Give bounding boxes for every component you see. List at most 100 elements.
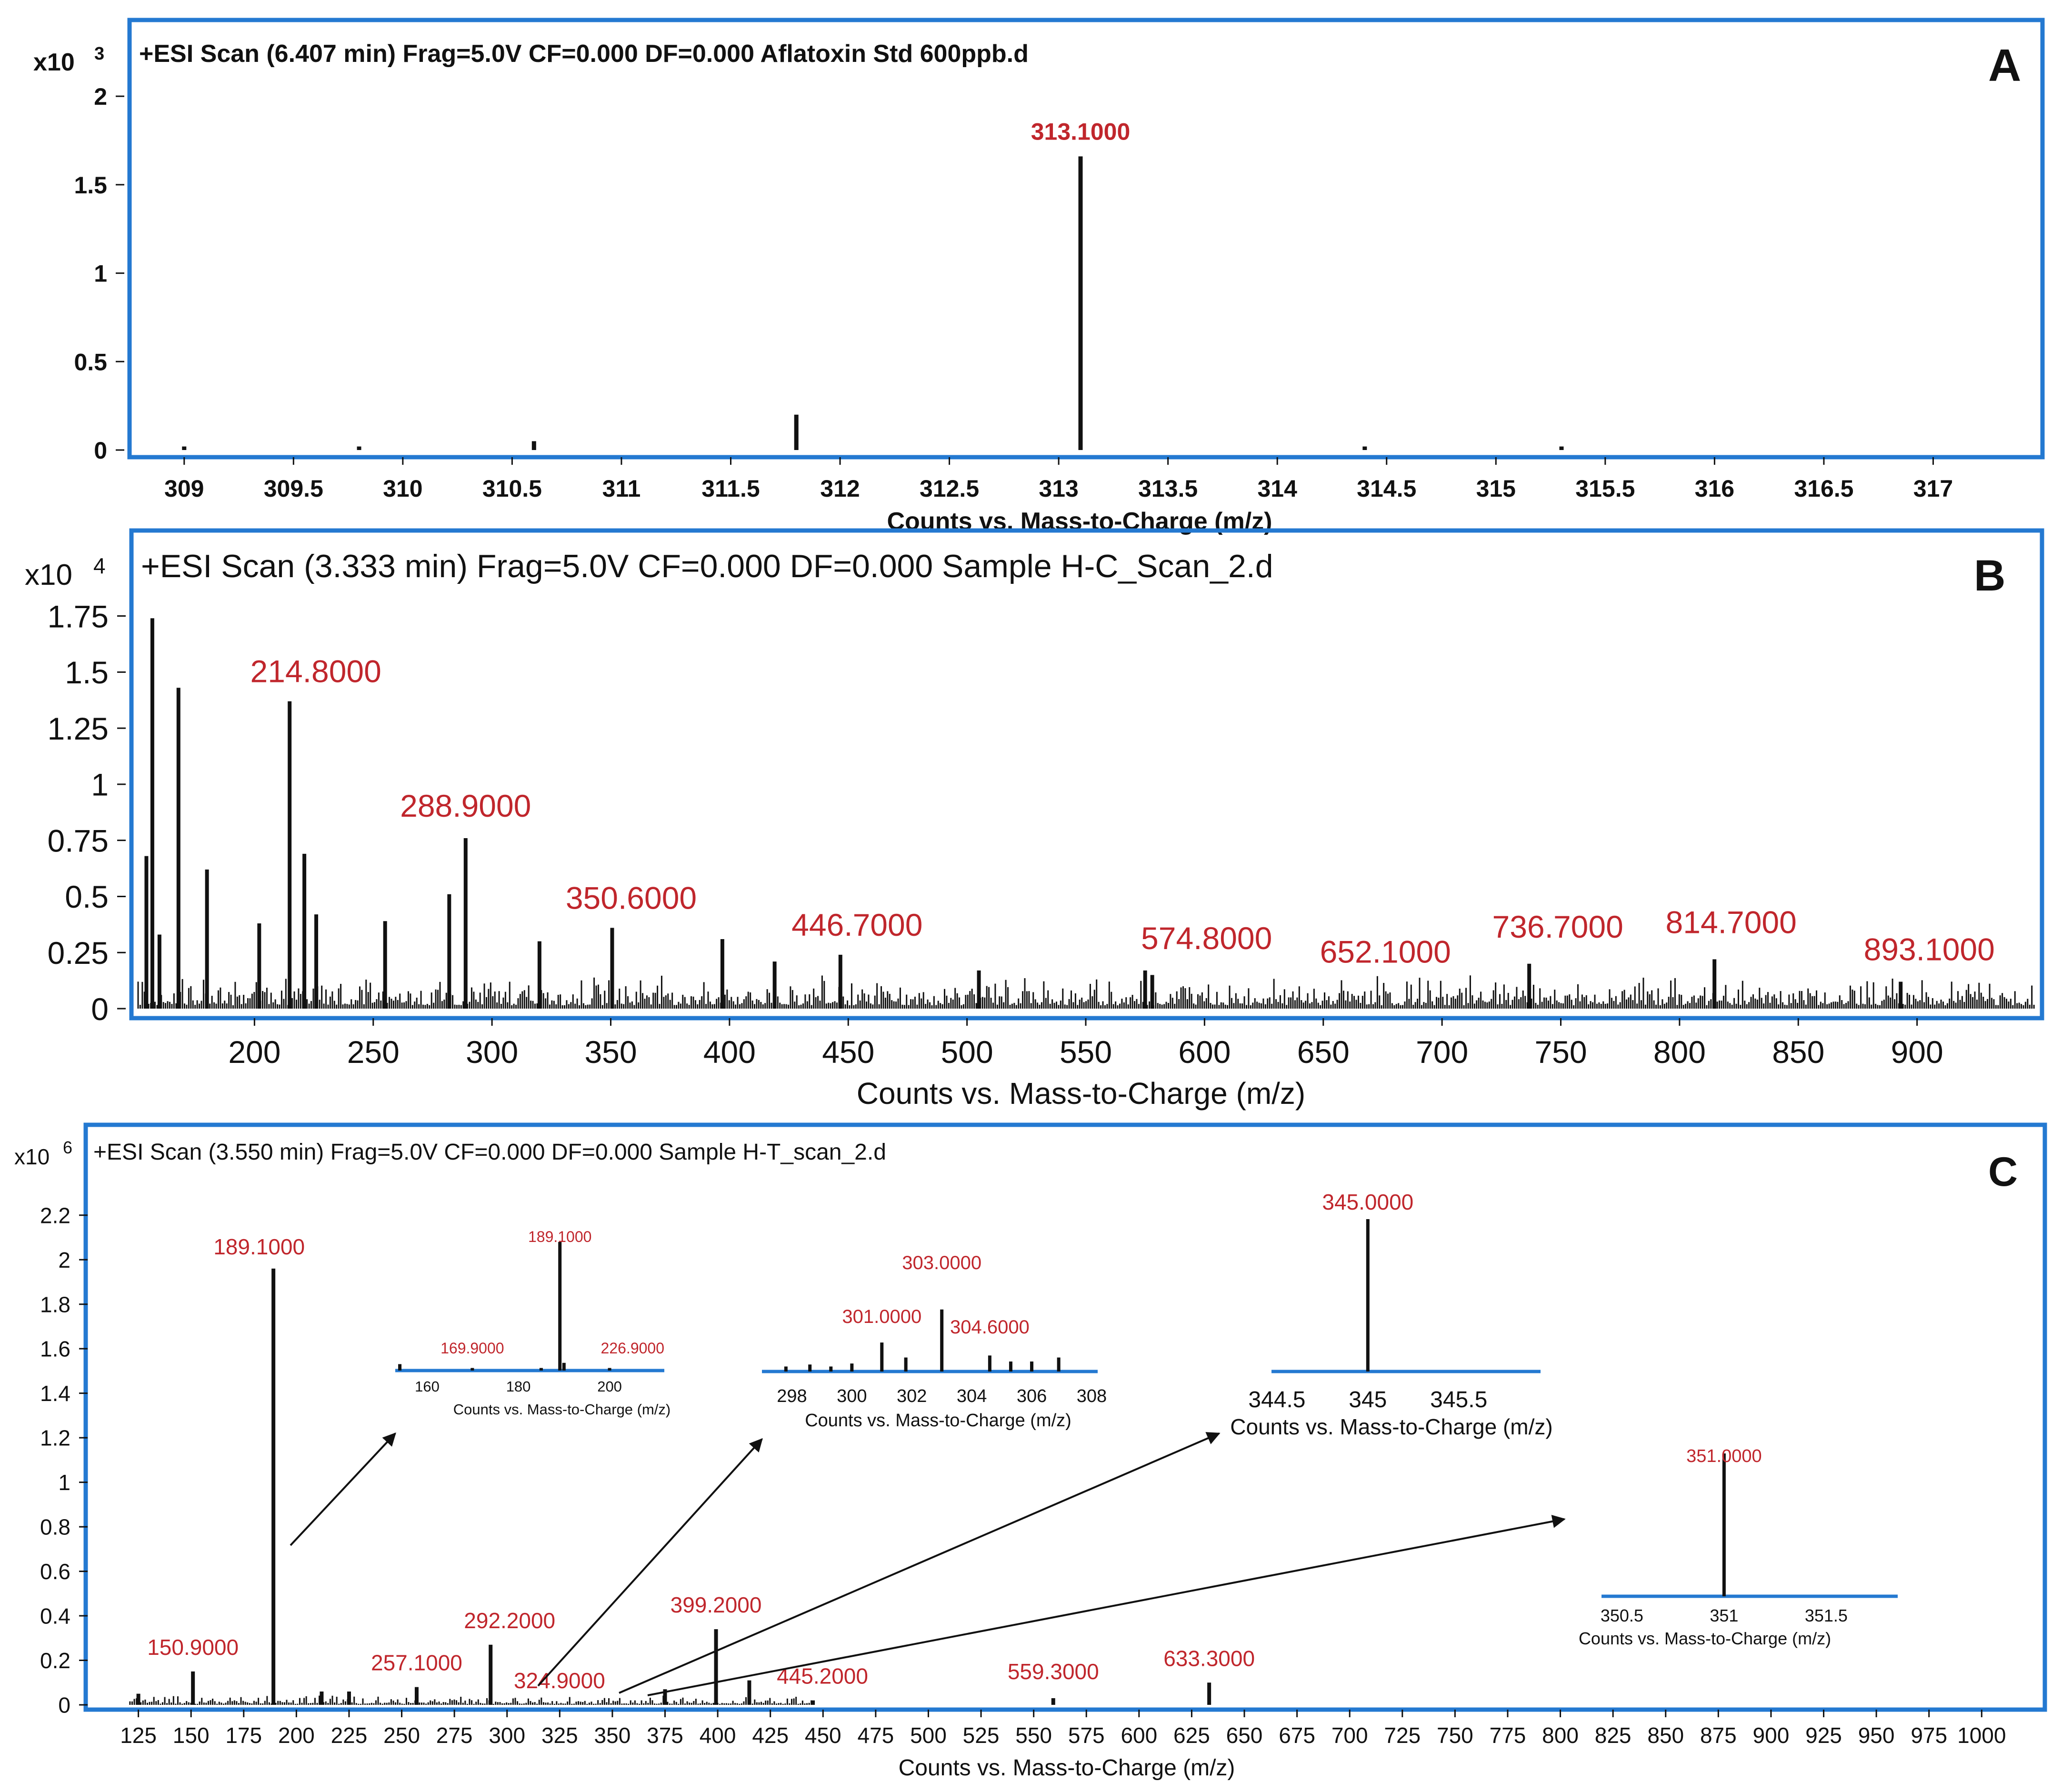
- x-tick-label: 316.5: [1794, 475, 1853, 502]
- y-tick-label: 0.25: [48, 935, 109, 971]
- peak-label: 574.8000: [1141, 921, 1272, 956]
- inset-303-x-label: Counts vs. Mass-to-Charge (m/z): [805, 1411, 1071, 1431]
- peak-label: 257.1000: [371, 1651, 462, 1675]
- x-tick-label: 313.5: [1138, 475, 1198, 502]
- y-tick-label: 2: [58, 1248, 70, 1272]
- x-tick-label: 311.5: [701, 475, 760, 502]
- x-tick-label: 800: [1542, 1723, 1579, 1748]
- x-tick-label: 317: [1913, 475, 1953, 502]
- x-tick-label: 850: [1647, 1723, 1684, 1748]
- peak-label: 652.1000: [1320, 934, 1451, 969]
- x-tick-label: 825: [1595, 1723, 1632, 1748]
- y-tick-label: 0.8: [40, 1515, 70, 1540]
- panel-b-letter: B: [1974, 551, 2005, 600]
- y-tick-label: 1.75: [48, 599, 109, 634]
- x-tick-label: 450: [805, 1723, 841, 1748]
- y-tick-label: 1: [58, 1470, 70, 1495]
- y-tick-label: 2.2: [40, 1203, 70, 1228]
- inset-tick-label: 308: [1077, 1386, 1107, 1406]
- x-tick-label: 400: [700, 1723, 736, 1748]
- inset-189-x-label: Counts vs. Mass-to-Charge (m/z): [453, 1401, 671, 1418]
- x-tick-label: 575: [1068, 1723, 1105, 1748]
- peak-label: 814.7000: [1666, 904, 1797, 940]
- inset-peak-label: 301.0000: [842, 1306, 921, 1327]
- inset-peak-label: 303.0000: [902, 1252, 981, 1273]
- y-tick-label: 0: [94, 437, 107, 464]
- panel-b-y-multiplier: x10: [25, 559, 72, 591]
- x-tick-label: 900: [1753, 1723, 1790, 1748]
- y-tick-label: 0: [91, 991, 109, 1027]
- y-tick-label: 1.5: [74, 172, 107, 199]
- peak-label: 214.8000: [250, 654, 381, 689]
- panel-c-frame: [83, 1122, 2047, 1712]
- x-tick-label: 250: [383, 1723, 420, 1748]
- x-tick-label: 700: [1331, 1723, 1368, 1748]
- x-tick-label: 312.5: [920, 475, 979, 502]
- x-tick-label: 314: [1257, 475, 1297, 502]
- x-tick-label: 309.5: [264, 475, 323, 502]
- x-tick-label: 200: [228, 1034, 280, 1070]
- panel-b-y-exponent: 4: [93, 553, 106, 578]
- x-tick-label: 250: [347, 1034, 400, 1070]
- panel-c: +ESI Scan (3.550 min) Frag=5.0V CF=0.000…: [14, 1122, 2047, 1781]
- x-tick-label: 310.5: [482, 475, 542, 502]
- x-tick-label: 316: [1695, 475, 1734, 502]
- peak-label: 350.6000: [566, 880, 697, 915]
- inset-tick-label: 306: [1017, 1386, 1047, 1406]
- x-tick-label: 700: [1416, 1034, 1468, 1070]
- inset-tick-label: 180: [506, 1378, 531, 1395]
- x-tick-label: 500: [941, 1034, 993, 1070]
- panel-b-spectrum: 214.8000 288.9000 350.6000 446.7000 574.8000…: [137, 618, 2035, 1009]
- y-tick-label: 0.5: [74, 349, 107, 375]
- x-tick-label: 725: [1384, 1723, 1421, 1748]
- panel-b-axes: 200 250 300 350 400 450 500 550 600 650 700 750 800 8…: [48, 599, 1943, 1070]
- x-tick-label: 675: [1279, 1723, 1315, 1748]
- panel-a-axes: 309 309.5 310 310.5 311 311.5 312 312.5 313 313.5…: [74, 83, 1953, 502]
- x-tick-label: 225: [331, 1723, 368, 1748]
- y-tick-label: 0.6: [40, 1559, 70, 1584]
- peak-label: 399.2000: [671, 1592, 762, 1617]
- x-tick-label: 750: [1437, 1723, 1473, 1748]
- y-tick-label: 1.5: [65, 655, 109, 690]
- panel-a-title: +ESI Scan (6.407 min) Frag=5.0V CF=0.000…: [139, 40, 1029, 68]
- peak-label: 893.1000: [1864, 931, 1995, 967]
- x-tick-label: 1000: [1957, 1723, 2006, 1748]
- x-tick-label: 625: [1173, 1723, 1210, 1748]
- x-tick-label: 550: [1015, 1723, 1052, 1748]
- peak-label: 288.9000: [400, 788, 531, 823]
- inset-tick-label: 350.5: [1601, 1606, 1643, 1625]
- x-tick-label: 800: [1653, 1034, 1706, 1070]
- x-tick-label: 175: [225, 1723, 262, 1748]
- inset-tick-label: 160: [415, 1378, 440, 1395]
- panel-a-y-exponent: 3: [94, 44, 104, 64]
- y-tick-label: 1.6: [40, 1337, 70, 1362]
- inset-351-x-label: Counts vs. Mass-to-Charge (m/z): [1579, 1629, 1831, 1648]
- peak-label: 313.1000: [1031, 118, 1131, 145]
- y-tick-label: 0.4: [40, 1604, 70, 1629]
- inset-peak-label: 304.6000: [950, 1317, 1030, 1338]
- panel-b: +ESI Scan (3.333 min) Frag=5.0V CF=0.000…: [25, 528, 2044, 1111]
- inset-tick-label: 345: [1349, 1387, 1387, 1412]
- y-tick-label: 1: [91, 767, 109, 802]
- x-tick-label: 600: [1178, 1034, 1231, 1070]
- inset-peak-label: 189.1000: [528, 1228, 591, 1245]
- inset-peak-label: 226.9000: [601, 1340, 664, 1357]
- peak-label: 150.9000: [147, 1635, 239, 1660]
- panel-a-letter: A: [1988, 40, 2021, 91]
- y-tick-label: 0.5: [65, 879, 109, 914]
- x-tick-label: 300: [489, 1723, 525, 1748]
- panel-c-y-exponent: 6: [63, 1138, 72, 1157]
- inset-tick-label: 200: [597, 1378, 622, 1395]
- peak-label: 292.2000: [464, 1608, 555, 1633]
- peak-label: 324.9000: [514, 1668, 605, 1693]
- x-tick-label: 313: [1039, 475, 1078, 502]
- x-tick-label: 600: [1121, 1723, 1157, 1748]
- x-tick-label: 150: [173, 1723, 210, 1748]
- y-tick-label: 0.2: [40, 1648, 70, 1673]
- x-tick-label: 325: [541, 1723, 578, 1748]
- zoom-arrow: [290, 1432, 396, 1546]
- x-tick-label: 350: [584, 1034, 637, 1070]
- zoom-arrow: [619, 1432, 1221, 1694]
- zoom-arrow: [647, 1515, 1566, 1696]
- inset-tick-label: 300: [837, 1386, 867, 1406]
